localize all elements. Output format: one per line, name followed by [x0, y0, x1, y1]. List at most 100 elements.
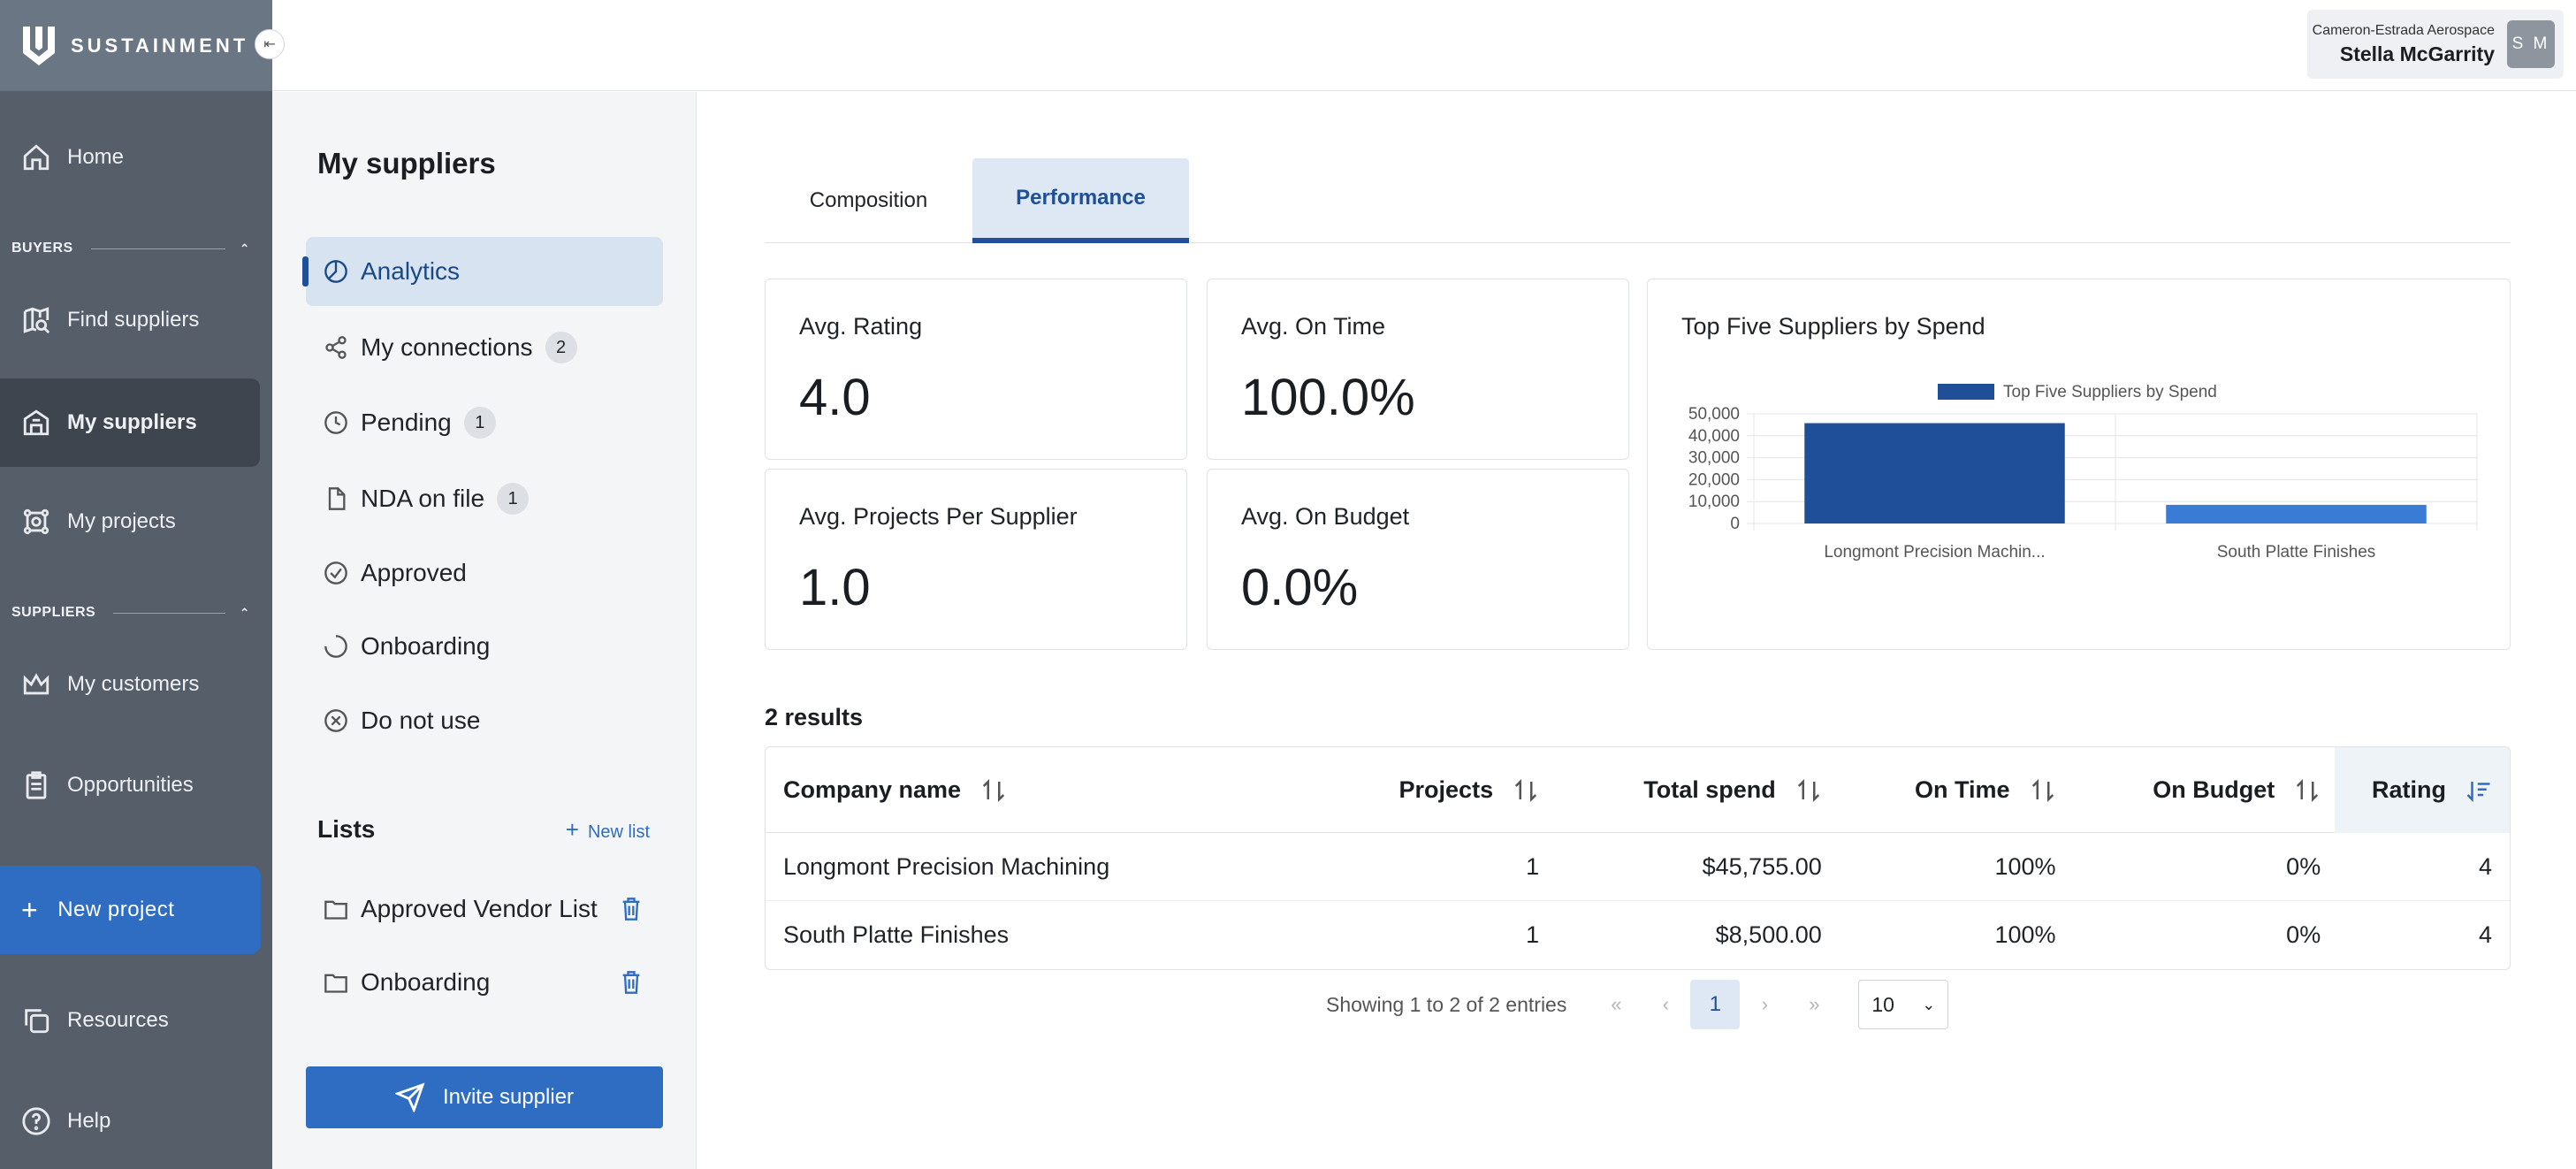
next-page-icon[interactable]: › [1761, 993, 1768, 1015]
previous-page-icon[interactable]: ‹ [1662, 993, 1669, 1015]
tab-composition[interactable]: Composition [809, 188, 928, 212]
y-tick-label: 40,000 [1688, 427, 1740, 446]
column-header-total-spend[interactable]: Total spend [1553, 747, 1836, 833]
nav-my-suppliers[interactable]: My suppliers [0, 378, 260, 467]
subnav-my-connections[interactable]: My connections 2 [306, 313, 663, 382]
chart-card: Top Five Suppliers by Spend Top Five Sup… [1647, 279, 2511, 650]
chart-title: Top Five Suppliers by Spend [1681, 313, 1985, 340]
column-header-company-name[interactable]: Company name [766, 747, 1288, 833]
last-page-icon[interactable]: » [1809, 993, 1820, 1015]
brand-name: SUSTAINMENT [71, 34, 249, 57]
folder-icon [324, 974, 347, 993]
nav-help[interactable]: Help [0, 1077, 262, 1165]
subnav-analytics[interactable]: Analytics [302, 237, 663, 306]
nav-section-suppliers-label: SUPPLIERS [11, 605, 96, 620]
chevron-up-icon: ⌃ [239, 605, 250, 620]
nav-resources-label: Resources [67, 1008, 169, 1032]
first-page-icon[interactable]: « [1611, 993, 1622, 1015]
table-header: Company name Projects Total spend On Tim… [766, 747, 2510, 833]
nav-home-label: Home [67, 145, 125, 169]
avatar[interactable]: S M [2507, 20, 2555, 68]
lists-header: Lists + New list [317, 815, 650, 844]
legend-swatch [1938, 384, 1994, 400]
subnav-pending[interactable]: Pending 1 [306, 388, 663, 457]
count-badge: 1 [497, 483, 530, 515]
invite-supplier-label: Invite supplier [442, 1085, 575, 1109]
nav-opportunities[interactable]: Opportunities [0, 741, 262, 829]
nav-find-suppliers[interactable]: Find suppliers [0, 276, 262, 364]
user-info: Cameron-Estrada Aerospace Stella McGarri… [2313, 23, 2495, 66]
subnav-do-not-use[interactable]: Do not use [306, 686, 663, 755]
subnav-do-not-use-label: Do not use [361, 707, 481, 734]
chart-bars [1804, 423, 2427, 523]
column-header-on-time[interactable]: On Time [1836, 747, 2070, 833]
new-list-label: New list [587, 821, 650, 842]
cell-on-budget: 0% [2286, 921, 2321, 948]
count-badge: 2 [545, 332, 577, 363]
nav-section-buyers-label: BUYERS [11, 241, 73, 256]
page-title: My suppliers [317, 147, 496, 180]
share-icon [325, 336, 347, 359]
tab-bar: Composition Performance [765, 158, 2511, 243]
invite-supplier-button[interactable]: Invite supplier [306, 1066, 663, 1128]
collapse-sidebar-button[interactable]: ⇤ [255, 29, 285, 59]
nav-home[interactable]: Home [0, 113, 262, 202]
metric-value: 4.0 [799, 369, 871, 426]
nav-section-buyers[interactable]: BUYERS ⌃ [11, 241, 250, 256]
help-icon [22, 1107, 50, 1135]
user-menu[interactable]: Cameron-Estrada Aerospace Stella McGarri… [2307, 10, 2564, 79]
nav-find-suppliers-label: Find suppliers [67, 308, 200, 332]
new-list-button[interactable]: + New list [566, 816, 650, 844]
new-project-button[interactable]: + New project [0, 866, 261, 954]
cell-projects: 1 [1526, 852, 1540, 880]
table-row[interactable]: Longmont Precision Machining 1 $45,755.0… [766, 833, 2510, 901]
metric-card-avg-on-time: Avg. On Time 100.0% [1207, 279, 1629, 460]
column-header-projects[interactable]: Projects [1288, 747, 1553, 833]
chevron-down-icon: ⌄ [1922, 995, 1936, 1013]
subnav-analytics-label: Analytics [361, 257, 461, 285]
nav-my-customers-label: My customers [67, 672, 200, 696]
column-header-rating[interactable]: Rating [2335, 747, 2510, 833]
chart-legend[interactable]: Top Five Suppliers by Spend [1938, 383, 2217, 401]
nav-section-suppliers[interactable]: SUPPLIERS ⌃ [11, 605, 250, 621]
cell-rating: 4 [2478, 921, 2493, 948]
nav-help-label: Help [67, 1109, 111, 1133]
list-item[interactable]: Onboarding [324, 968, 651, 997]
metric-card-avg-on-budget: Avg. On Budget 0.0% [1207, 469, 1629, 650]
x-tick-label: South Platte Finishes [2217, 543, 2376, 562]
results-count: 2 results [765, 704, 864, 730]
nav-my-customers[interactable]: My customers [0, 640, 262, 729]
subnav-onboarding[interactable]: Onboarding [306, 612, 663, 681]
user-org: Cameron-Estrada Aerospace [2312, 22, 2495, 38]
table-row[interactable]: South Platte Finishes 1 $8,500.00 100% 0… [766, 901, 2510, 969]
column-label: Rating [2372, 776, 2447, 803]
column-header-on-budget[interactable]: On Budget [2070, 747, 2336, 833]
y-tick-label: 50,000 [1688, 405, 1740, 424]
x-axis-labels: Longmont Precision Machin... South Platte… [1824, 543, 2375, 562]
main-content: Composition Performance Avg. Rating 4.0 … [697, 92, 2576, 1169]
page-size-select[interactable]: 10 ⌄ [1858, 980, 1949, 1029]
tab-performance[interactable]: Performance [972, 158, 1189, 243]
trash-icon[interactable] [621, 970, 642, 995]
cell-on-budget: 0% [2286, 852, 2321, 880]
subnav-nda-on-file[interactable]: NDA on file 1 [306, 464, 663, 533]
nav-resources[interactable]: Resources [0, 976, 262, 1065]
x-circle-icon [324, 709, 347, 732]
nav-my-suppliers-label: My suppliers [67, 410, 197, 434]
column-label: Total spend [1643, 776, 1776, 803]
cell-company-name[interactable]: Longmont Precision Machining [783, 852, 1110, 880]
page-number[interactable]: 1 [1690, 980, 1741, 1029]
plus-icon: + [565, 815, 579, 843]
column-label: On Time [1914, 776, 2010, 803]
sort-icon [1514, 778, 1537, 802]
cell-company-name[interactable]: South Platte Finishes [783, 921, 1010, 948]
lists-title: Lists [317, 815, 376, 843]
list-item[interactable]: Approved Vendor List [324, 895, 651, 923]
sustainment-logo-icon [23, 26, 55, 65]
metric-value: 0.0% [1241, 559, 1359, 616]
subnav-approved[interactable]: Approved [306, 539, 663, 607]
nav-my-projects[interactable]: My projects [0, 478, 262, 566]
bar [1804, 423, 2065, 523]
subnav-onboarding-label: Onboarding [361, 632, 491, 660]
trash-icon[interactable] [621, 897, 642, 921]
